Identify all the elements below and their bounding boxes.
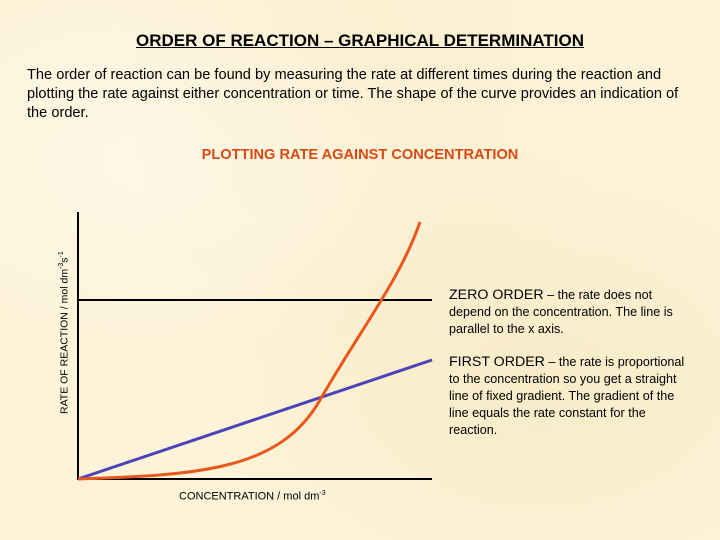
y-axis-label: RATE OF REACTION / mol dm-3s-1 [58,251,71,414]
zero-order-heading: ZERO ORDER [449,287,544,303]
zero-order-note: ZERO ORDER – the rate does not depend on… [449,287,694,338]
section-subtitle: PLOTTING RATE AGAINST CONCENTRATION [201,147,519,163]
slide-title: ORDER OF REACTION – GRAPHICAL DETERMINAT… [0,31,720,51]
x-axis-label: CONCENTRATION / mol dm-3 [179,490,326,503]
first-order-note: FIRST ORDER – the rate is proportional t… [449,354,694,439]
first-order-line [77,358,433,481]
zero-order-description: – the rate does not depend on the concen… [449,288,673,336]
slide-title-text: ORDER OF REACTION – GRAPHICAL DETERMINAT… [136,31,584,50]
second-order-curve [77,221,422,481]
intro-paragraph: The order of reaction can be found by me… [27,67,679,121]
first-order-heading: FIRST ORDER [449,354,545,370]
first-order-description: – the rate is proportional to the concen… [449,355,685,437]
